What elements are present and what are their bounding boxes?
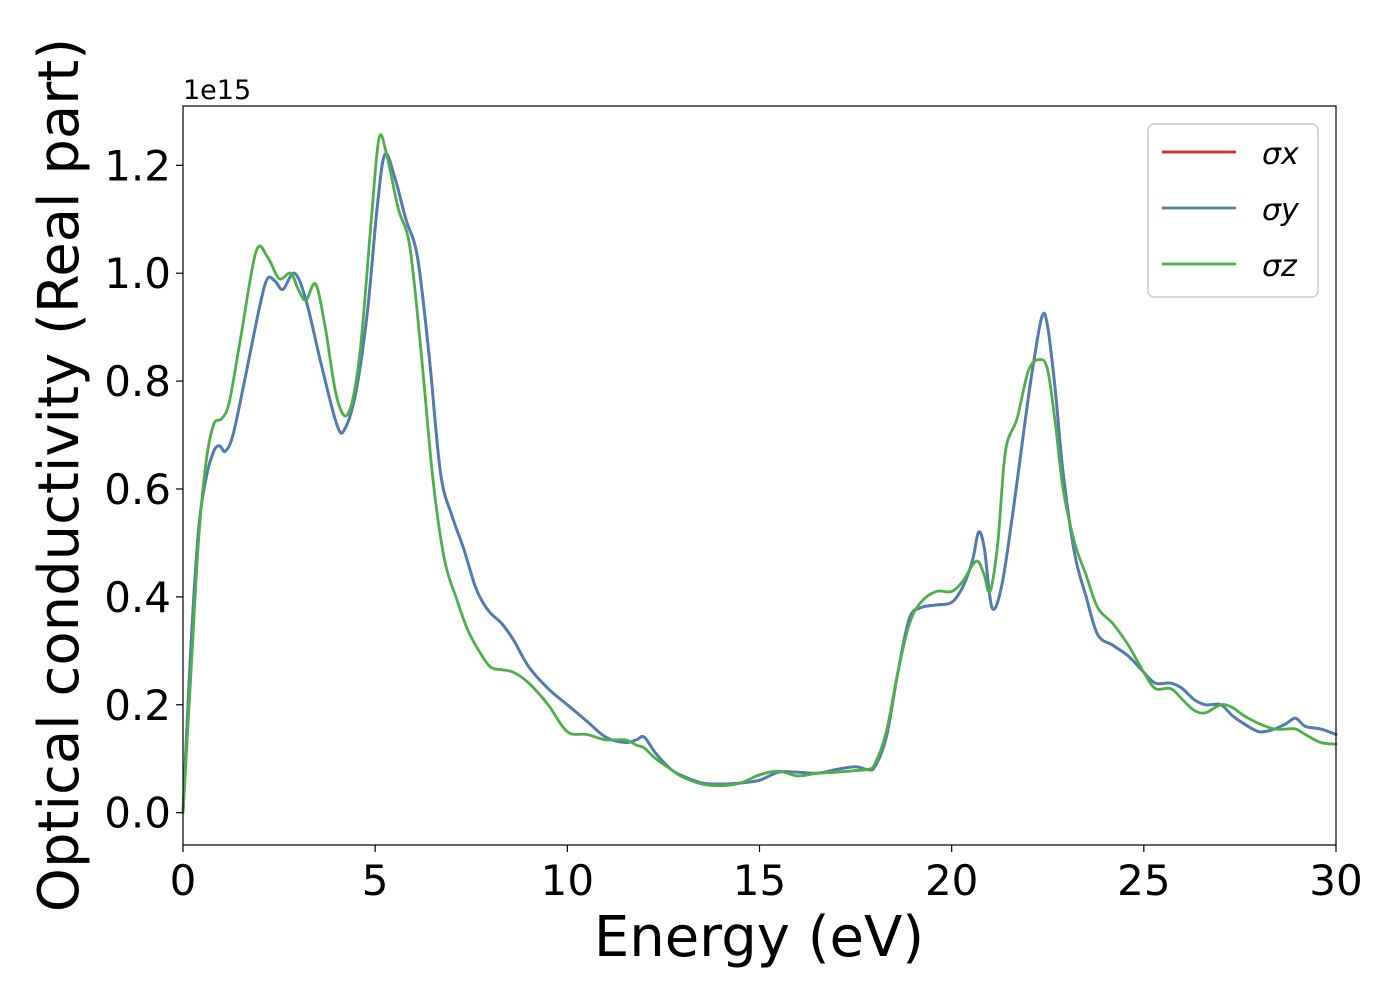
- y-tick-label: 0.6: [104, 465, 171, 514]
- x-axis-ticks: 0 5 10 15 20 25 30: [170, 845, 1363, 905]
- y-tick-label: 0.4: [104, 573, 171, 622]
- y-tick-label: 0.2: [104, 681, 171, 730]
- legend-items: σx σy σz: [1162, 137, 1300, 284]
- legend-label-3: σz: [1262, 249, 1298, 284]
- x-tick-label: 20: [925, 856, 978, 905]
- x-tick-label: 25: [1117, 856, 1170, 905]
- x-tick-label: 0: [170, 856, 197, 905]
- x-tick-label: 30: [1309, 856, 1362, 905]
- y-tick-label: 1.0: [104, 249, 171, 298]
- x-tick-label: 10: [541, 856, 594, 905]
- y-axis-label: Optical conductivity (Real part): [27, 38, 92, 912]
- y-axis-ticks: 0.0 0.2 0.4 0.6 0.8 1.0 1.2: [104, 141, 183, 838]
- legend-label-2: σy: [1262, 193, 1300, 228]
- x-tick-label: 15: [733, 856, 786, 905]
- legend: σx σy σz: [1147, 123, 1319, 298]
- series-layer: [181, 133, 1338, 815]
- y-tick-label: 1.2: [104, 141, 171, 190]
- y-tick-label: 0.0: [104, 789, 171, 838]
- y-axis-offset-text: 1e15: [183, 75, 251, 106]
- legend-box: [1147, 123, 1319, 298]
- series-line-3: [181, 133, 1338, 815]
- legend-label-1: σx: [1262, 137, 1299, 172]
- y-tick-label: 0.8: [104, 357, 171, 406]
- x-tick-label: 5: [362, 856, 389, 905]
- x-axis-label: Energy (eV): [594, 905, 924, 970]
